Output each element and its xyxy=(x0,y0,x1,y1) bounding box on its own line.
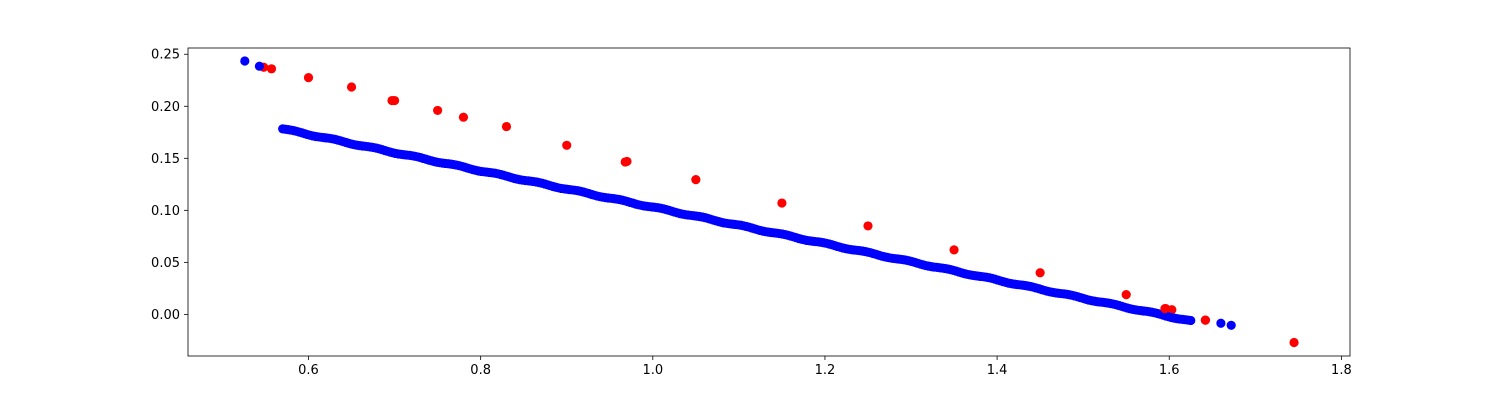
red-point xyxy=(501,121,512,132)
blue-point xyxy=(1216,318,1226,328)
y-tick-label: 0.15 xyxy=(151,152,180,167)
x-tick-label: 0.6 xyxy=(298,363,319,378)
x-tick-label: 1.6 xyxy=(1159,363,1180,378)
blue-point xyxy=(1186,315,1196,326)
x-tick-label: 1.8 xyxy=(1331,363,1352,378)
red-point xyxy=(458,112,469,122)
blue-point xyxy=(240,56,250,66)
red-point xyxy=(387,95,397,106)
x-tick-label: 0.8 xyxy=(470,363,491,378)
y-tick-label: 0.10 xyxy=(151,204,180,219)
red-point xyxy=(303,73,314,83)
red-point xyxy=(620,157,630,167)
y-tick-label: 0.05 xyxy=(151,256,180,271)
red-point xyxy=(562,140,572,150)
red-point xyxy=(863,221,873,231)
red-point xyxy=(1167,305,1177,315)
red-point xyxy=(1200,315,1210,325)
red-point xyxy=(346,82,357,92)
y-tick-label: 0.25 xyxy=(151,48,180,63)
blue-point xyxy=(1226,320,1236,330)
y-tick-label: 0.20 xyxy=(151,100,180,115)
ticks-layer: 0.6 0.8 1.0 1.2 1.4 1.6 1.8 0.00 0.05 0.10 0.15 0.2… xyxy=(151,48,1352,378)
axes-layer xyxy=(187,47,1351,357)
y-tick-label: 0.00 xyxy=(151,308,180,323)
points-layer xyxy=(240,56,1299,348)
x-tick-label: 1.4 xyxy=(987,363,1008,378)
red-point xyxy=(1289,337,1299,348)
red-point xyxy=(266,64,277,74)
red-point xyxy=(691,175,701,185)
red-point xyxy=(1160,304,1170,314)
x-tick-label: 1.0 xyxy=(642,363,663,378)
red-point xyxy=(777,198,787,208)
red-point xyxy=(1121,290,1131,300)
red-point xyxy=(1035,268,1045,278)
blue-point xyxy=(254,61,265,71)
red-point xyxy=(949,245,959,255)
plot-frame xyxy=(187,47,1351,357)
x-tick-label: 1.2 xyxy=(815,363,836,378)
red-point xyxy=(433,105,443,116)
